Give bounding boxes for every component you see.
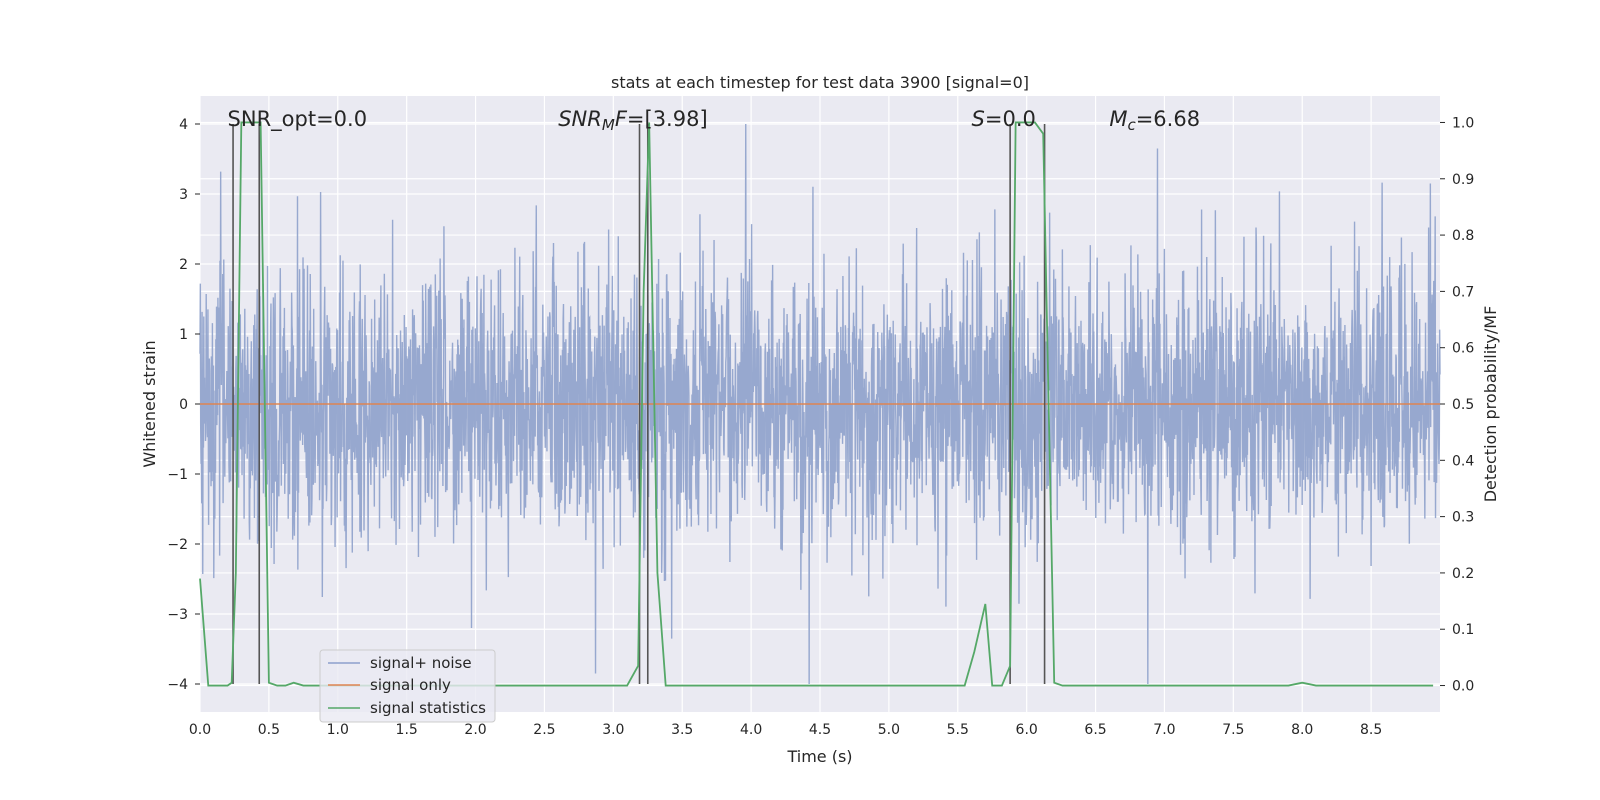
- legend-label-signal: signal only: [370, 676, 451, 694]
- y-right-tick-label: 0.1: [1452, 622, 1474, 638]
- legend-box: [319, 649, 496, 723]
- annotation: Mc=6.68: [1109, 107, 1200, 134]
- annotation: SNRMF=[3.98]: [558, 107, 707, 134]
- y-right-tick-label: 0.7: [1452, 284, 1474, 300]
- y-right-tick-label: 0.6: [1452, 341, 1474, 357]
- x-tick-label: 0.5: [258, 722, 280, 738]
- y-right-tick-label: 0.2: [1452, 566, 1474, 582]
- x-tick-label: 8.5: [1360, 722, 1382, 738]
- annotation: SNR_opt=0.0: [228, 107, 368, 132]
- x-tick-label: 1.5: [396, 722, 418, 738]
- y-left-tick-label: 2: [179, 257, 188, 273]
- x-tick-label: 5.0: [878, 722, 900, 738]
- x-tick-label: 4.5: [809, 722, 831, 738]
- x-tick-label: 7.0: [1153, 722, 1175, 738]
- annotations: SNR_opt=0.0 SNRMF=[3.98] S=0.0 Mc=6.68: [228, 107, 1201, 134]
- y-left-tick-label: −4: [167, 677, 188, 693]
- strain-series: [199, 123, 1441, 685]
- y-right-tick-label: 0.3: [1452, 510, 1474, 526]
- legend-label-noise: signal+ noise: [370, 654, 472, 672]
- y-left-tick-label: 1: [179, 327, 188, 343]
- legend-label-stats: signal statistics: [370, 699, 486, 717]
- y-left-tick-label: 3: [179, 187, 188, 203]
- signal-noise-line: [199, 123, 1441, 685]
- y-axis-left-label: Whitened strain: [140, 340, 159, 467]
- y-left-tick-label: 0: [179, 397, 188, 413]
- x-axis-label: Time (s): [786, 747, 852, 766]
- x-tick-label: 7.5: [1222, 722, 1244, 738]
- x-tick-label: 4.0: [740, 722, 762, 738]
- x-tick-label: 0.0: [189, 722, 211, 738]
- signal-statistics-line: [199, 121, 1434, 687]
- y-right-tick-label: 1.0: [1452, 115, 1474, 131]
- annotation: S=0.0: [972, 107, 1036, 131]
- y-left-tick-label: −3: [167, 607, 188, 623]
- y-axis-right-label: Detection probability/MF: [1481, 306, 1500, 503]
- x-tick-label: 5.5: [947, 722, 969, 738]
- y-left-tick-label: −2: [167, 537, 188, 553]
- x-tick-label: 8.0: [1291, 722, 1313, 738]
- x-tick-label: 6.5: [1084, 722, 1106, 738]
- tick-labels: 0.0 0.5 1.0 1.5 2.0 2.5 3.0 3.5 4.0 4.5 5.0 5.5 6.0 6…: [167, 115, 1474, 738]
- x-tick-label: 2.0: [464, 722, 486, 738]
- y-right-tick-label: 0.0: [1452, 679, 1474, 695]
- x-tick-label: 3.5: [671, 722, 693, 738]
- y-right-tick-label: 0.8: [1452, 228, 1474, 244]
- y-left-tick-label: −1: [167, 467, 188, 483]
- statistics-series: [199, 121, 1434, 687]
- x-tick-label: 6.0: [1016, 722, 1038, 738]
- x-tick-label: 3.0: [602, 722, 624, 738]
- y-left-tick-label: 4: [179, 117, 188, 133]
- y-right-tick-label: 0.5: [1452, 397, 1474, 413]
- legend: signal+ noise signal only signal statist…: [319, 649, 496, 723]
- y-right-tick-label: 0.4: [1452, 453, 1474, 469]
- x-tick-label: 1.0: [327, 722, 349, 738]
- chart-title: stats at each timestep for test data 390…: [611, 73, 1029, 92]
- x-tick-label: 2.5: [533, 722, 555, 738]
- y-right-tick-label: 0.9: [1452, 172, 1474, 188]
